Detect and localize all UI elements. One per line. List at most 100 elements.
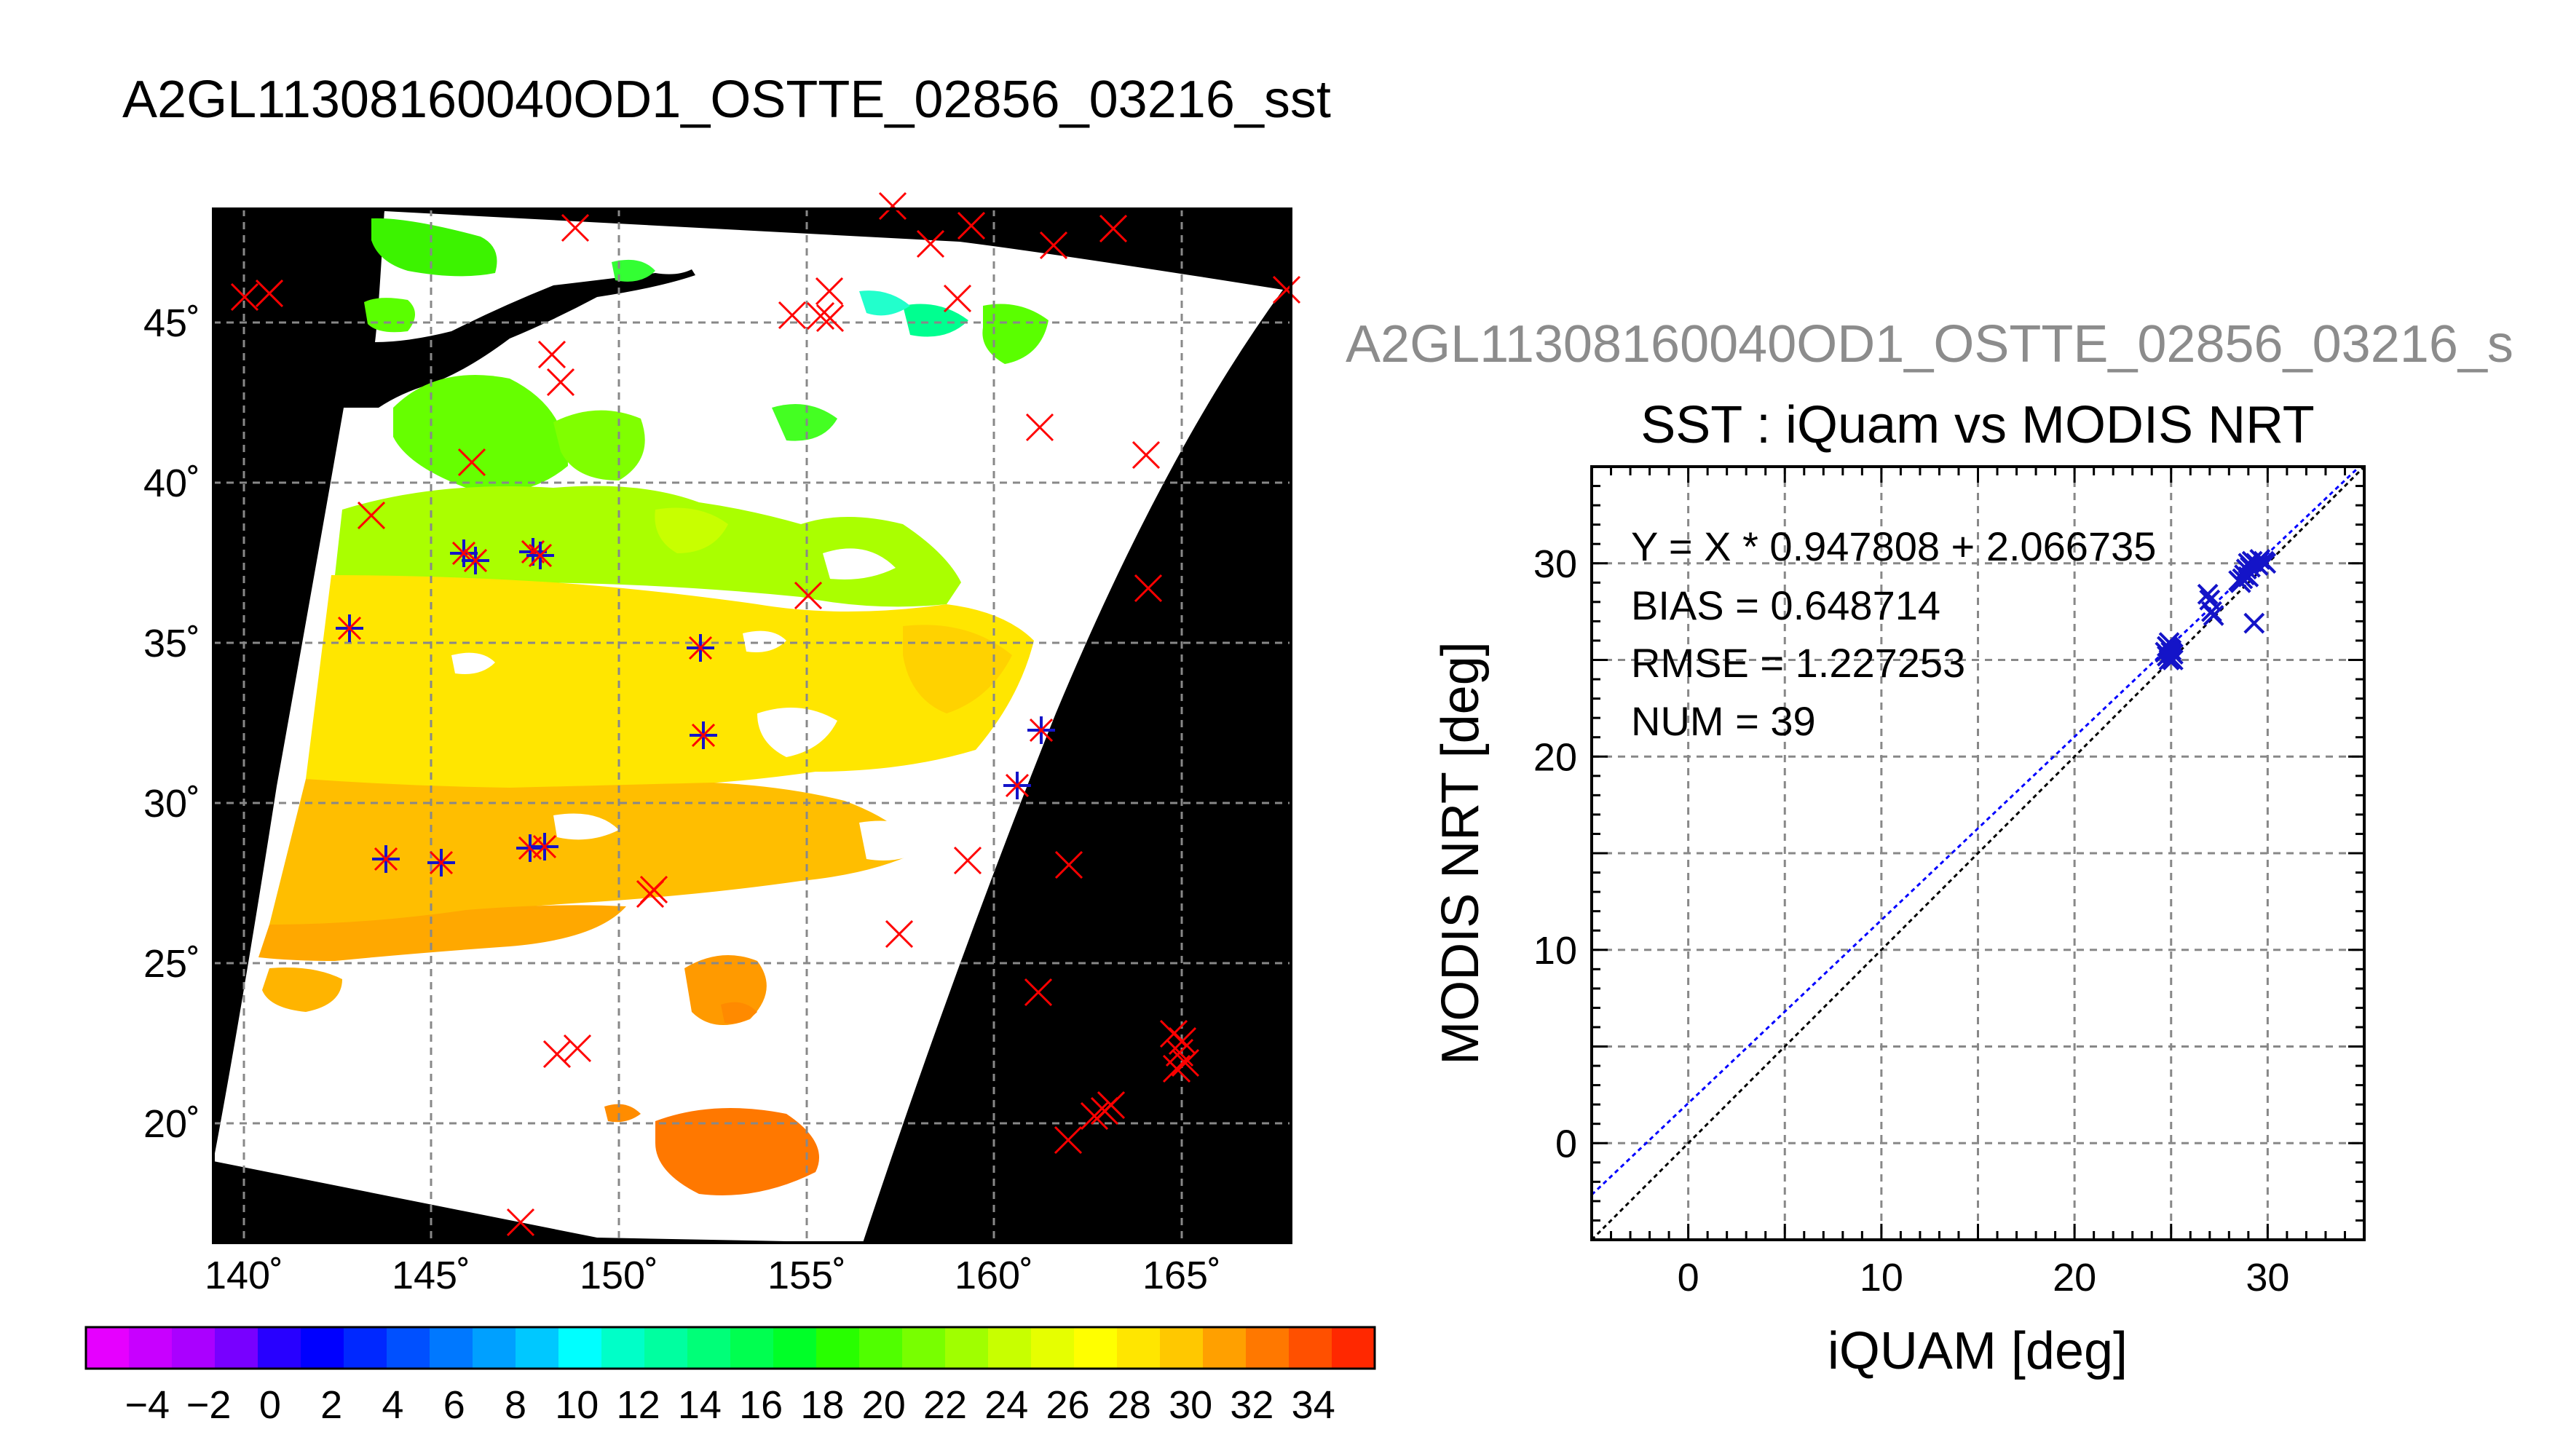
colorbar-cells (86, 1327, 1375, 1369)
colorbar-cell (387, 1327, 430, 1369)
map-unmatched-marker (1080, 1101, 1109, 1131)
colorbar-tick-label: −2 (186, 1383, 232, 1427)
colorbar-tick-label: 34 (1292, 1383, 1335, 1427)
colorbar-frame (84, 1326, 1376, 1370)
map-unmatched-marker (230, 282, 259, 312)
colorbar-cell (1031, 1327, 1075, 1369)
map-unmatched-marker (943, 284, 972, 313)
y-tick-label: 30 (1533, 542, 1577, 586)
sst-map: 140˚ 145˚ 150˚ 155˚ 160˚ 165˚ 45˚ 40˚ 35… (143, 191, 1301, 1297)
colorbar-cell (1074, 1327, 1118, 1369)
x-tick-label: 20 (2053, 1256, 2096, 1299)
colorbar-tick-label: 26 (1046, 1383, 1090, 1427)
x-tick-label: 30 (2246, 1256, 2289, 1299)
stats-num: NUM = 39 (1631, 698, 1816, 744)
lon-tick-label: 140˚ (205, 1254, 283, 1297)
map-unmatched-marker (537, 340, 566, 369)
map-unmatched-marker (561, 213, 590, 242)
map-unmatched-marker (1054, 1125, 1083, 1155)
lat-tick-label: 45˚ (143, 301, 200, 345)
sst-colorbar: −4 −2 0 2 4 6 8 10 12 14 16 18 20 22 24 26 28 30 32 34 (84, 1326, 1376, 1427)
colorbar-cell (859, 1327, 903, 1369)
colorbar-cell (258, 1327, 301, 1369)
colorbar-tick-label: 20 (862, 1383, 906, 1427)
colorbar-tick-label: 18 (800, 1383, 844, 1427)
colorbar-cell (1246, 1327, 1290, 1369)
y-tick-label: 20 (1533, 735, 1577, 779)
cloud-patches (451, 548, 939, 860)
colorbar-cell (730, 1327, 774, 1369)
colorbar-cell (1332, 1327, 1375, 1369)
map-unmatched-marker (778, 301, 807, 330)
map-frame (212, 207, 1292, 1244)
map-unmatched-marker (255, 279, 284, 308)
map-matchup-cross (1029, 718, 1054, 743)
map-unmatched-marker (1171, 1048, 1200, 1077)
colorbar-cell (644, 1327, 688, 1369)
colorbar-tick-label: 4 (382, 1383, 403, 1427)
colorbar-tick-label: 0 (259, 1383, 281, 1427)
map-unmatched-marker (1099, 214, 1128, 243)
colorbar-cell (773, 1327, 817, 1369)
colorbar-cell (301, 1327, 344, 1369)
map-unmatched-marker (506, 1208, 535, 1237)
colorbar-tick-label: 28 (1107, 1383, 1151, 1427)
colorbar-cell (344, 1327, 387, 1369)
lon-tick-label: 160˚ (955, 1254, 1033, 1297)
scatter-point (2203, 605, 2224, 626)
colorbar-tick-label: 10 (555, 1383, 599, 1427)
scatter-point (2247, 554, 2269, 576)
stats-regression-eq: Y = X * 0.947808 + 2.066735 (1631, 523, 2156, 569)
map-unmatched-marker (1025, 413, 1054, 442)
identity-line (1592, 467, 2364, 1240)
colorbar-tick-label: −4 (125, 1383, 170, 1427)
map-match-markers (230, 191, 1301, 1237)
scatter-point (2155, 641, 2176, 663)
sst-yellow-green-band (335, 486, 961, 607)
map-matchup-cross (528, 543, 553, 568)
map-unmatched-marker (1272, 275, 1301, 304)
lat-tick-label: 20˚ (143, 1102, 200, 1146)
map-unmatched-marker (816, 304, 845, 333)
colorbar-cell (687, 1327, 731, 1369)
colorbar-tick-label: 30 (1169, 1383, 1212, 1427)
map-unmatched-marker (1162, 1054, 1191, 1083)
map-unmatched-marker (878, 191, 907, 221)
lat-tick-label: 30˚ (143, 782, 200, 826)
x-tick-labels: 0 10 20 30 (1678, 1256, 2290, 1299)
scatter-point (2228, 570, 2250, 592)
map-unmatched-marker (1054, 850, 1083, 879)
colorbar-tick-label: 14 (678, 1383, 722, 1427)
map-unmatched-marker (546, 368, 575, 397)
colorbar-cell (988, 1327, 1032, 1369)
lat-tick-label: 35˚ (143, 622, 200, 665)
map-matchup-cross (688, 636, 713, 660)
stats-block: Y = X * 0.947808 + 2.066735 BIAS = 0.648… (1631, 523, 2156, 744)
map-grid (213, 209, 1291, 1243)
colorbar-tick-label: 16 (739, 1383, 783, 1427)
colorbar-cell (172, 1327, 216, 1369)
lat-tick-label: 25˚ (143, 942, 200, 986)
sst-yellow-band (306, 575, 1034, 788)
map-unmatched-marker (957, 211, 986, 240)
colorbar-cell (1117, 1327, 1161, 1369)
map-unmatched-marker (1097, 1091, 1126, 1120)
main-title: A2GL11308160040OD1_OSTTE_02856_03216_sst (122, 71, 1331, 129)
stats-rmse: RMSE = 1.227253 (1631, 640, 1965, 686)
colorbar-cell (902, 1327, 946, 1369)
scatter-point (2157, 636, 2178, 657)
x-axis-label: iQUAM [deg] (1828, 1322, 2128, 1380)
y-tick-label: 0 (1555, 1122, 1577, 1166)
colorbar-tick-label: 2 (320, 1383, 342, 1427)
stats-bias: BIAS = 0.648714 (1631, 582, 1940, 628)
map-unmatched-marker (794, 581, 823, 610)
scatter-file-title: A2GL11308160040OD1_OSTTE_02856_03216_s (1346, 315, 2513, 373)
coastline-landmass (213, 209, 695, 408)
map-matchup-cross (374, 847, 398, 871)
lon-tick-label: 155˚ (767, 1254, 846, 1297)
colorbar-tick-labels: −4 −2 0 2 4 6 8 10 12 14 16 18 20 22 24 26 28 30 32 34 (125, 1383, 1335, 1427)
colorbar-cell (516, 1327, 559, 1369)
colorbar-cell (816, 1327, 860, 1369)
chart-title: SST : iQuam vs MODIS NRT (1640, 396, 2315, 454)
